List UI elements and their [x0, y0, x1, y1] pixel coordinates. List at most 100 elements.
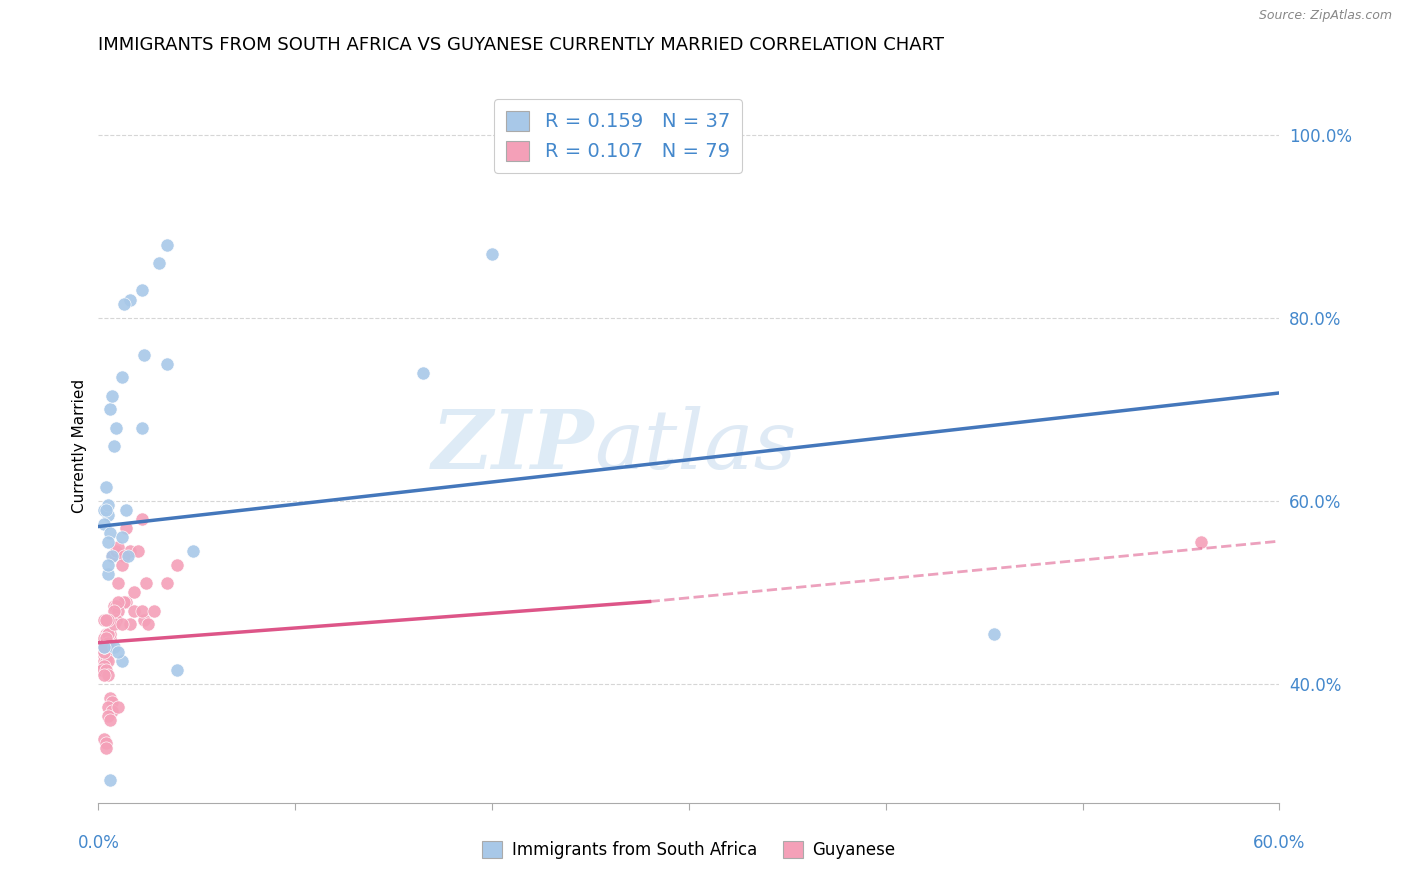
Point — [107, 594, 129, 608]
Point — [166, 558, 188, 572]
Point — [107, 645, 129, 659]
Point — [96, 503, 118, 517]
Point — [93, 613, 115, 627]
Point — [96, 649, 118, 664]
Text: atlas: atlas — [595, 406, 797, 486]
Point — [98, 626, 121, 640]
Point — [166, 663, 188, 677]
Point — [93, 640, 115, 655]
Point — [97, 709, 120, 723]
Point — [93, 649, 115, 664]
Point — [136, 617, 159, 632]
Point — [115, 521, 138, 535]
Point — [481, 247, 503, 261]
Point — [181, 544, 204, 558]
Point — [131, 512, 153, 526]
Point — [132, 347, 155, 361]
Legend: Immigrants from South Africa, Guyanese: Immigrants from South Africa, Guyanese — [475, 834, 903, 866]
Point — [98, 640, 121, 655]
Point — [93, 645, 115, 659]
Point — [97, 636, 120, 650]
Point — [98, 626, 121, 640]
Point — [111, 370, 134, 384]
Point — [412, 366, 434, 380]
Point — [97, 499, 120, 513]
Point — [132, 613, 155, 627]
Point — [96, 649, 118, 664]
Point — [97, 699, 120, 714]
Point — [131, 284, 153, 298]
Point — [101, 549, 124, 563]
Point — [98, 714, 121, 728]
Point — [97, 626, 120, 640]
Point — [93, 503, 115, 517]
Point — [96, 636, 118, 650]
Point — [103, 604, 125, 618]
Point — [107, 540, 129, 554]
Point — [111, 558, 134, 572]
Point — [93, 658, 115, 673]
Point — [103, 617, 125, 632]
Point — [96, 663, 118, 677]
Point — [107, 576, 129, 591]
Point — [98, 631, 121, 645]
Point — [96, 736, 118, 750]
Point — [105, 544, 128, 558]
Point — [97, 626, 120, 640]
Point — [93, 640, 115, 655]
Point — [112, 594, 135, 608]
Point — [97, 667, 120, 681]
Point — [107, 604, 129, 618]
Text: 0.0%: 0.0% — [77, 834, 120, 852]
Point — [118, 293, 141, 307]
Point — [111, 531, 134, 545]
Point — [111, 617, 134, 632]
Point — [118, 544, 141, 558]
Point — [98, 525, 121, 540]
Point — [111, 654, 134, 668]
Point — [96, 613, 118, 627]
Text: Source: ZipAtlas.com: Source: ZipAtlas.com — [1258, 9, 1392, 22]
Point — [96, 631, 118, 645]
Text: ZIP: ZIP — [432, 406, 595, 486]
Point — [93, 645, 115, 659]
Point — [107, 699, 129, 714]
Point — [97, 567, 120, 582]
Point — [97, 636, 120, 650]
Point — [93, 516, 115, 531]
Point — [96, 640, 118, 655]
Point — [97, 508, 120, 522]
Point — [101, 704, 124, 718]
Text: 60.0%: 60.0% — [1253, 834, 1306, 852]
Point — [96, 740, 118, 755]
Point — [97, 535, 120, 549]
Point — [97, 636, 120, 650]
Y-axis label: Currently Married: Currently Married — [72, 379, 87, 513]
Point — [115, 594, 138, 608]
Point — [105, 599, 128, 613]
Point — [103, 599, 125, 613]
Point — [97, 626, 120, 640]
Point — [122, 585, 145, 599]
Point — [983, 626, 1005, 640]
Point — [117, 549, 139, 563]
Point — [97, 558, 120, 572]
Point — [97, 613, 120, 627]
Point — [115, 503, 138, 517]
Point — [96, 480, 118, 494]
Point — [93, 640, 115, 655]
Point — [96, 626, 118, 640]
Point — [101, 695, 124, 709]
Point — [156, 576, 179, 591]
Point — [93, 645, 115, 659]
Point — [93, 731, 115, 746]
Point — [105, 613, 128, 627]
Text: IMMIGRANTS FROM SOUTH AFRICA VS GUYANESE CURRENTLY MARRIED CORRELATION CHART: IMMIGRANTS FROM SOUTH AFRICA VS GUYANESE… — [98, 36, 945, 54]
Point — [98, 402, 121, 417]
Point — [103, 439, 125, 453]
Point — [93, 631, 115, 645]
Point — [98, 772, 121, 787]
Point — [118, 617, 141, 632]
Point — [101, 613, 124, 627]
Point — [127, 544, 149, 558]
